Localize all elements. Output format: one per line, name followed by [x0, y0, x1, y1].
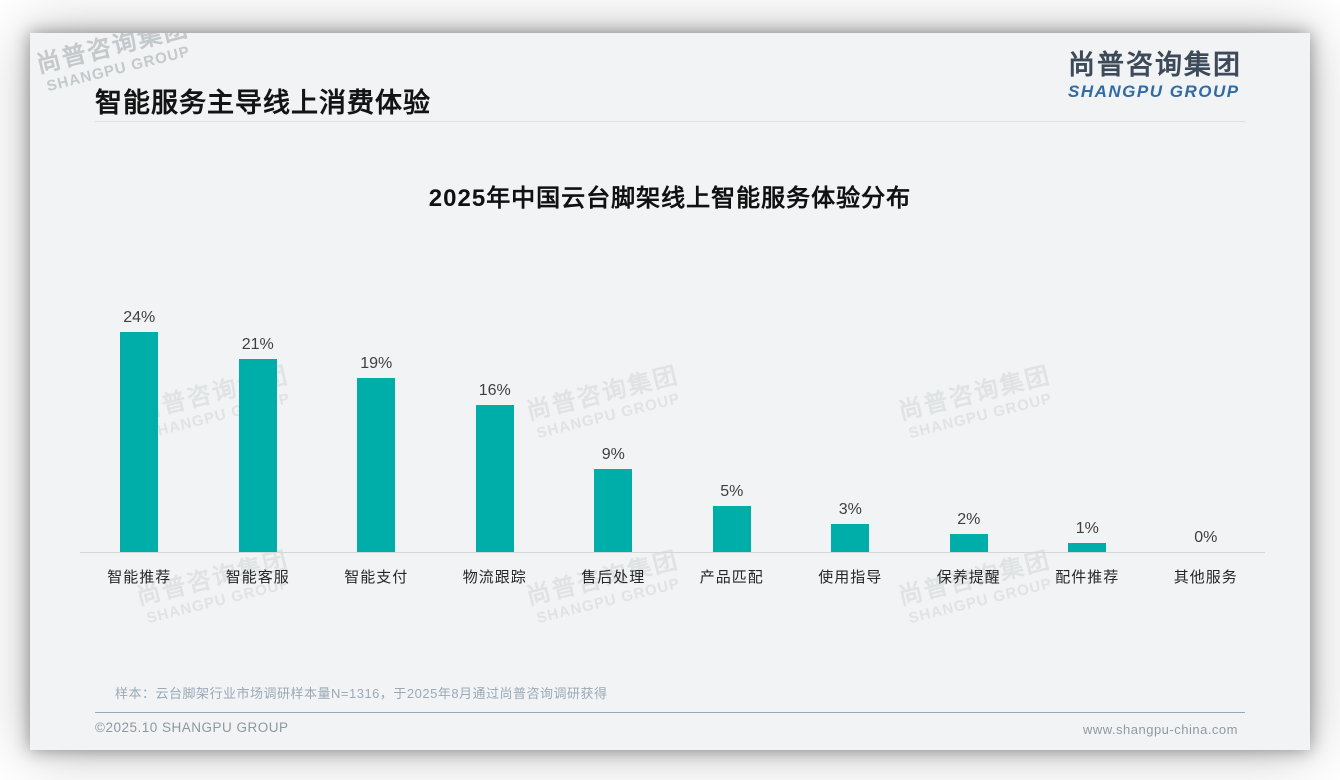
bar [475, 405, 514, 552]
bar [831, 524, 870, 552]
page-title: 智能服务主导线上消费体验 [95, 88, 431, 118]
bar-value-label: 1% [1075, 520, 1099, 537]
bar-column: 24% [80, 283, 199, 552]
bar-value-label: 19% [360, 355, 393, 372]
bar [120, 332, 159, 552]
footer-copyright: ©2025.10 SHANGPU GROUP [95, 720, 289, 735]
bar-chart: 24% 21% 19% 16% 9% 5% 3% 2% 1% 0% [80, 283, 1265, 553]
bar [357, 378, 396, 552]
bar-column: 0% [1147, 283, 1266, 552]
bar-value-label: 5% [720, 483, 744, 500]
category-axis: 智能推荐 智能客服 智能支付 物流跟踪 售后处理 产品匹配 使用指导 保养提醒 配件推荐 其他服务 [80, 566, 1265, 587]
category-label: 使用指导 [818, 569, 883, 586]
bar [949, 534, 988, 552]
bar-column: 21% [199, 283, 318, 552]
bar [1068, 543, 1107, 552]
bar-value-label: 9% [601, 446, 625, 463]
logo-chinese-name: 尚普咨询集团 [1068, 50, 1242, 80]
bar-column: 3% [791, 283, 910, 552]
footer-website: www.shangpu-china.com [1082, 722, 1238, 737]
company-logo: 尚普咨询集团 SHANGPU GROUP [1068, 50, 1242, 101]
footer-divider [95, 712, 1245, 713]
bar-column: 5% [673, 283, 792, 552]
watermark: 尚普咨询集团 SHANGPU GROUP [127, 545, 303, 630]
header-divider [95, 121, 1245, 122]
bar-value-label: 2% [957, 511, 981, 528]
bar-column: 1% [1028, 283, 1147, 552]
bar-value-label: 16% [478, 382, 511, 399]
bar-column: 19% [317, 283, 436, 552]
bar [594, 469, 633, 552]
bar-column: 16% [436, 283, 555, 552]
bar-value-label: 0% [1194, 529, 1218, 546]
category-label: 配件推荐 [1055, 569, 1120, 586]
bar [238, 359, 277, 552]
bar-value-label: 3% [838, 501, 862, 518]
category-label: 其他服务 [1173, 569, 1238, 586]
category-label: 保养提醒 [936, 569, 1001, 586]
watermark: 尚普咨询集团 SHANGPU GROUP [517, 545, 693, 630]
category-label: 智能推荐 [107, 569, 172, 586]
watermark-cn: 尚普咨询集团 [33, 33, 192, 79]
bar-value-label: 24% [123, 309, 156, 326]
category-label: 智能支付 [344, 569, 409, 586]
sample-note: 样本：云台脚架行业市场调研样本量N=1316，于2025年8月通过尚普咨询调研获… [115, 686, 608, 701]
chart-title: 2025年中国云台脚架线上智能服务体验分布 [428, 185, 912, 212]
logo-english-name: SHANGPU GROUP [1068, 81, 1240, 101]
slide-card: 智能服务主导线上消费体验 尚普咨询集团 SHANGPU GROUP 尚普咨询集团… [30, 33, 1310, 750]
category-label: 智能客服 [225, 569, 290, 586]
category-label: 物流跟踪 [462, 569, 527, 586]
watermark: 尚普咨询集团 SHANGPU GROUP [889, 545, 1065, 630]
bar-value-label: 21% [241, 336, 274, 353]
watermark-cn: 尚普咨询集团 [33, 33, 192, 79]
watermark-cn: 尚普咨询集团 [33, 33, 192, 79]
category-label: 售后处理 [581, 569, 646, 586]
category-label: 产品匹配 [699, 569, 764, 586]
bar-column: 2% [910, 283, 1029, 552]
bar-column: 9% [554, 283, 673, 552]
bar [712, 506, 751, 552]
